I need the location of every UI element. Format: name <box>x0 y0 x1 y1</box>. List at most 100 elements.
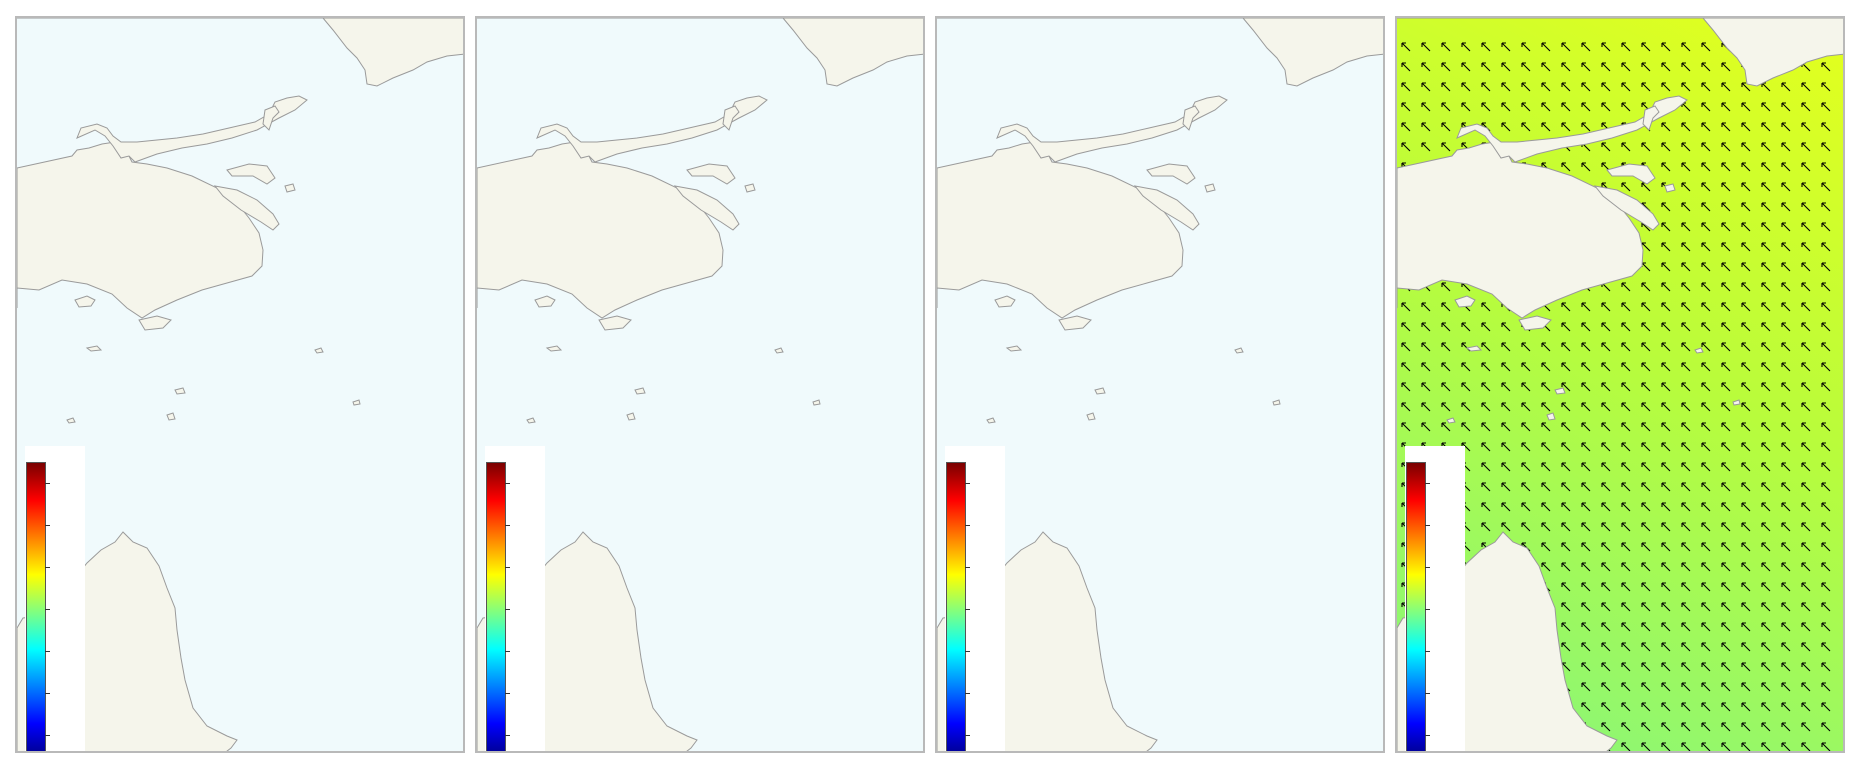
vector-arrow <box>1421 122 1431 132</box>
vector-arrow <box>1581 62 1591 72</box>
vector-arrow <box>1821 322 1831 332</box>
map-canvas <box>17 18 463 751</box>
vector-arrow <box>1561 442 1571 452</box>
vector-arrow <box>1721 242 1731 252</box>
vector-arrow <box>1701 342 1711 352</box>
vector-arrow <box>1701 382 1711 392</box>
vector-arrow <box>1641 142 1651 152</box>
vector-arrow <box>1621 622 1631 632</box>
vector-arrow <box>1741 542 1751 552</box>
vector-arrow <box>1641 542 1651 552</box>
vector-arrow <box>1781 362 1791 372</box>
vector-arrow <box>1821 402 1831 412</box>
vector-arrow <box>1721 82 1731 92</box>
vector-arrow <box>1581 702 1591 712</box>
vector-arrow <box>1681 162 1691 172</box>
vector-arrow <box>1481 422 1491 432</box>
vector-arrow <box>1641 522 1651 532</box>
vector-arrow <box>1781 262 1791 272</box>
vector-arrow <box>1721 622 1731 632</box>
vector-arrow <box>1781 202 1791 212</box>
vector-arrow <box>1681 202 1691 212</box>
vector-arrow <box>1601 42 1611 52</box>
vector-arrow <box>1661 322 1671 332</box>
vector-arrow <box>1801 502 1811 512</box>
vector-arrow <box>1661 82 1671 92</box>
vector-arrow <box>1741 262 1751 272</box>
vector-arrow <box>1541 42 1551 52</box>
vector-arrow <box>1801 122 1811 132</box>
vector-arrow <box>1701 222 1711 232</box>
vector-arrow <box>1661 42 1671 52</box>
vector-arrow <box>1601 362 1611 372</box>
vector-arrow <box>1741 382 1751 392</box>
vector-arrow <box>1721 382 1731 392</box>
vector-arrow <box>1581 402 1591 412</box>
vector-arrow <box>1801 222 1811 232</box>
island <box>138 315 172 331</box>
vector-arrow <box>1801 722 1811 732</box>
vector-arrow <box>1781 682 1791 692</box>
island <box>174 387 186 395</box>
vector-arrow <box>1821 422 1831 432</box>
vector-arrow <box>1621 182 1631 192</box>
vector-arrow <box>1741 422 1751 432</box>
vector-arrow <box>1561 622 1571 632</box>
vector-arrow <box>1741 82 1751 92</box>
vector-arrow <box>1761 582 1771 592</box>
colorbar-tick <box>505 609 510 610</box>
vector-arrow <box>1781 442 1791 452</box>
vector-arrow <box>1621 422 1631 432</box>
vector-arrow <box>1681 722 1691 732</box>
colorbar-tick <box>1425 483 1430 484</box>
vector-arrow <box>1761 682 1771 692</box>
vector-arrow <box>1401 122 1411 132</box>
vector-arrow <box>1781 742 1791 751</box>
vector-arrow <box>1661 622 1671 632</box>
vector-arrow <box>1721 462 1731 472</box>
vector-arrow <box>1521 102 1531 112</box>
vector-arrow <box>1401 82 1411 92</box>
vector-arrow <box>1661 342 1671 352</box>
vector-arrow <box>1801 382 1811 392</box>
vector-arrow <box>1581 322 1591 332</box>
vector-arrow <box>1681 322 1691 332</box>
vector-arrow <box>1521 122 1531 132</box>
island <box>1272 399 1281 406</box>
vector-arrow <box>1681 522 1691 532</box>
island <box>626 412 636 421</box>
vector-arrow <box>1601 522 1611 532</box>
colorbar-tick <box>45 525 50 526</box>
vector-arrow <box>1661 662 1671 672</box>
vector-arrow <box>1821 562 1831 572</box>
vector-arrow <box>1581 542 1591 552</box>
vector-arrow <box>1561 542 1571 552</box>
vector-arrow <box>1781 602 1791 612</box>
vector-arrow <box>1661 742 1671 751</box>
colorbar-tick <box>965 525 970 526</box>
vector-arrow <box>1741 522 1751 532</box>
vector-arrow <box>1761 442 1771 452</box>
vector-arrow <box>1821 302 1831 312</box>
vector-arrow <box>1621 362 1631 372</box>
vector-arrow <box>1561 582 1571 592</box>
vector-arrow <box>1741 242 1751 252</box>
vector-arrow <box>1681 362 1691 372</box>
land-mid <box>17 141 264 319</box>
vector-arrow <box>1541 82 1551 92</box>
island <box>774 347 784 354</box>
vector-arrow <box>1801 402 1811 412</box>
vector-arrow <box>1741 142 1751 152</box>
vector-arrow <box>1641 742 1651 751</box>
vector-arrow <box>1761 722 1771 732</box>
colorbar-tick <box>45 609 50 610</box>
vector-arrow <box>1601 142 1611 152</box>
vector-arrow <box>1821 522 1831 532</box>
map-panel-4 <box>1395 16 1845 753</box>
vector-arrow <box>1461 362 1471 372</box>
vector-arrow <box>1721 542 1731 552</box>
vector-arrow <box>1461 402 1471 412</box>
island <box>744 183 756 193</box>
vector-arrow <box>1441 102 1451 112</box>
island <box>352 399 361 406</box>
